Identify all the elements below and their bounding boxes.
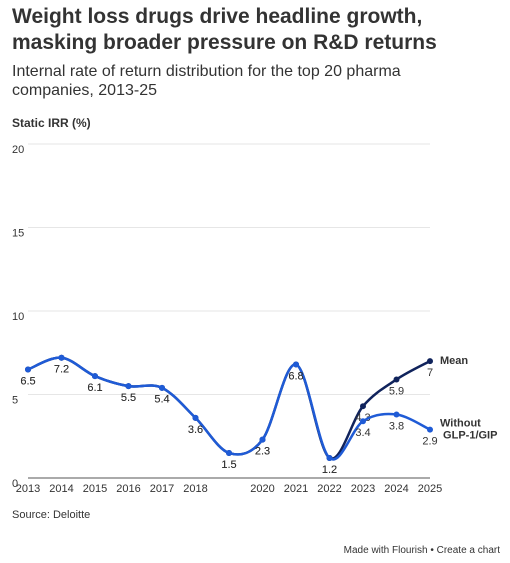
data-label: 3.8 xyxy=(389,420,404,432)
data-point xyxy=(25,366,31,373)
x-tick-label: 2015 xyxy=(83,483,107,495)
data-label: 3.4 xyxy=(355,427,370,439)
data-label: 1.2 xyxy=(322,464,337,476)
y-tick-label: 5 xyxy=(12,394,18,406)
data-label: 5.5 xyxy=(121,392,136,404)
x-tick-label: 2022 xyxy=(317,483,341,495)
y-tick-label: 15 xyxy=(12,227,24,239)
footer: Made with Flourish • Create a chart xyxy=(343,545,500,556)
data-point xyxy=(360,418,366,425)
y-axis-title: Static IRR (%) xyxy=(12,116,91,130)
data-label: 6.1 xyxy=(87,382,102,394)
data-label: 6.5 xyxy=(20,375,35,387)
data-point xyxy=(360,403,366,410)
data-label: 1.2 xyxy=(322,464,337,476)
x-tick-label: 2020 xyxy=(250,483,274,495)
x-tick-label: 2025 xyxy=(418,483,442,495)
data-label: 1.5 xyxy=(221,459,236,471)
data-label: 5.4 xyxy=(154,394,169,406)
data-label: 7.2 xyxy=(54,364,69,376)
y-tick-label: 20 xyxy=(12,144,24,156)
data-label: 4.3 xyxy=(355,412,370,424)
source: Source: Deloitte xyxy=(12,509,91,521)
x-tick-label: 2013 xyxy=(16,483,40,495)
data-label: 5.4 xyxy=(154,394,169,406)
data-label: 6.1 xyxy=(87,382,102,394)
legend-label: Mean xyxy=(440,355,468,367)
y-tick-label: 0 xyxy=(12,478,18,490)
data-label: 3.6 xyxy=(188,424,203,436)
data-label: 6.5 xyxy=(20,375,35,387)
x-tick-label: 2017 xyxy=(150,483,174,495)
data-point xyxy=(58,354,65,361)
data-point xyxy=(125,383,132,390)
data-point xyxy=(192,414,199,421)
series-line xyxy=(27,356,431,461)
data-point xyxy=(393,376,400,383)
x-tick-label: 2016 xyxy=(116,483,140,495)
y-tick-label: 10 xyxy=(12,311,24,323)
data-label: 1.5 xyxy=(221,459,236,471)
data-label: 3.6 xyxy=(188,424,203,436)
data-point xyxy=(427,426,433,433)
title: Weight loss drugs drive headline growth,… xyxy=(12,5,437,54)
data-point xyxy=(326,454,333,461)
x-tick-label: 2021 xyxy=(284,483,308,495)
data-point xyxy=(92,373,98,380)
legend-label: Without GLP-1/GIP xyxy=(440,417,497,441)
data-point xyxy=(393,411,400,418)
data-label: 7 xyxy=(427,367,433,379)
x-tick-label: 2014 xyxy=(49,483,73,495)
data-label: 5.5 xyxy=(121,392,136,404)
data-label: 2.3 xyxy=(255,445,270,457)
data-point xyxy=(293,361,299,368)
data-label: 7.2 xyxy=(54,364,69,376)
data-label: 6.8 xyxy=(288,370,303,382)
x-tick-label: 2023 xyxy=(351,483,375,495)
data-label: 2.9 xyxy=(422,435,437,447)
subtitle: Internal rate of return distribution for… xyxy=(12,63,401,99)
data-label: 2.3 xyxy=(255,445,270,457)
x-tick-label: 2018 xyxy=(183,483,207,495)
data-point xyxy=(226,449,232,456)
data-label: 5.9 xyxy=(389,385,404,397)
data-point xyxy=(159,384,165,391)
data-point xyxy=(427,358,433,365)
x-tick-label: 2024 xyxy=(384,483,408,495)
data-point xyxy=(259,436,266,443)
data-label: 6.8 xyxy=(288,370,303,382)
